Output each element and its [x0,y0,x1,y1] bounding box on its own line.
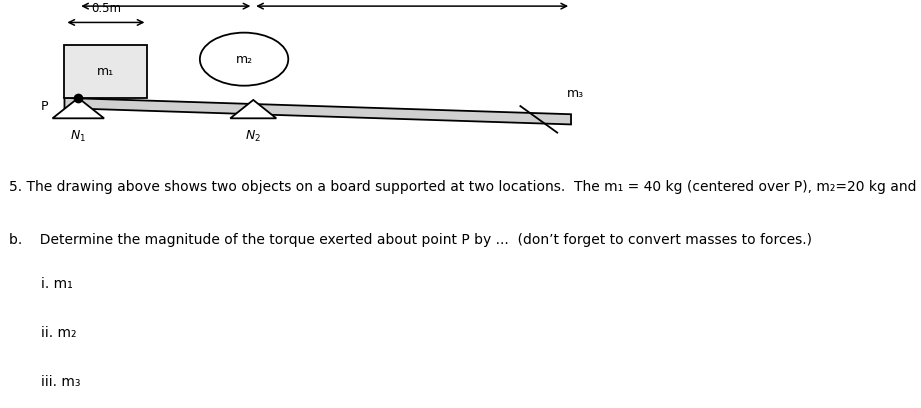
Ellipse shape [200,33,288,86]
Text: 5. The drawing above shows two objects on a board supported at two locations.  T: 5. The drawing above shows two objects o… [9,180,921,193]
Text: P: P [41,100,48,113]
Text: iii. m₃: iii. m₃ [41,375,81,389]
Text: m₂: m₂ [236,53,252,66]
Text: 3.0m: 3.0m [397,0,427,1]
Polygon shape [230,100,276,118]
Text: m₁: m₁ [98,65,114,78]
Text: 0.5m: 0.5m [91,2,121,15]
Bar [64,45,147,98]
Text: $N_2$: $N_2$ [245,129,262,144]
Text: ii. m₂: ii. m₂ [41,326,77,340]
Polygon shape [52,98,104,118]
Text: $N_1$: $N_1$ [70,129,87,144]
Text: b.    Determine the magnitude of the torque exerted about point P by ...  (don’t: b. Determine the magnitude of the torque… [9,233,812,246]
Text: i. m₁: i. m₁ [41,277,73,291]
Text: 1.0m: 1.0m [151,0,181,1]
Text: m₃: m₃ [566,87,584,100]
Polygon shape [64,98,571,124]
